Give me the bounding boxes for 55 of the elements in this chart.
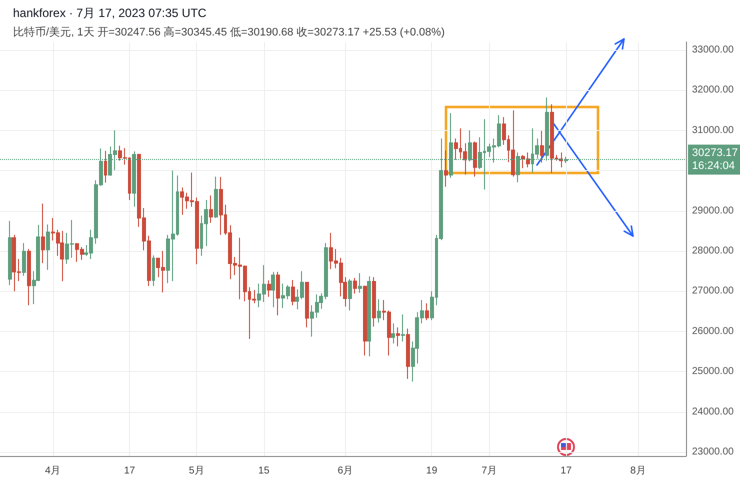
x-tick-label: 19 bbox=[426, 466, 438, 476]
candlestick bbox=[358, 272, 362, 294]
candlestick bbox=[219, 176, 223, 236]
candlestick bbox=[152, 254, 155, 286]
y-tick-label: 27000.00 bbox=[692, 286, 734, 297]
ref-line-label: 30273.17 16:24:04 bbox=[692, 147, 738, 172]
chart-subtitle: 比特币/美元, 1天 开=30247.56 高=30345.45 低=30190.68 收=30273.17 +25.53 (+0.08%) bbox=[13, 26, 445, 38]
candlestick bbox=[267, 280, 271, 298]
y-tick-label: 25000.00 bbox=[692, 366, 734, 378]
candlestick bbox=[511, 110, 515, 178]
y-tick-label: 24000.00 bbox=[692, 406, 734, 418]
x-tick-label: 6月 bbox=[338, 466, 354, 476]
candlestick bbox=[353, 277, 357, 294]
candlestick bbox=[473, 141, 477, 178]
x-tick-label: 4月 bbox=[44, 466, 61, 476]
candlestick bbox=[271, 271, 275, 308]
candlestick bbox=[276, 271, 280, 316]
candlestick bbox=[444, 150, 448, 188]
x-tick-label: 8月 bbox=[630, 466, 646, 476]
candlestick bbox=[391, 322, 395, 344]
candlestick bbox=[377, 298, 381, 324]
x-tick-label: 17 bbox=[124, 466, 136, 476]
y-tick-label: 28000.00 bbox=[692, 246, 734, 257]
candlestick bbox=[401, 314, 405, 342]
candlestick bbox=[396, 326, 400, 347]
candlestick bbox=[27, 248, 31, 306]
candlestick bbox=[60, 230, 64, 282]
candlestick bbox=[291, 279, 295, 306]
candlestick bbox=[425, 302, 429, 321]
candlestick bbox=[22, 242, 26, 276]
y-tick-label: 29000.00 bbox=[692, 205, 734, 216]
candlestick bbox=[209, 195, 213, 224]
y-tick-label: 32000.00 bbox=[692, 84, 734, 96]
candlestick bbox=[104, 150, 107, 184]
candlestick bbox=[348, 278, 352, 311]
candlestick bbox=[214, 176, 218, 219]
candlestick bbox=[550, 104, 554, 174]
candlestick bbox=[372, 276, 376, 328]
y-tick-label: 26000.00 bbox=[692, 326, 734, 337]
candlestick bbox=[305, 282, 309, 328]
y-tick-label: 33000.00 bbox=[692, 44, 734, 56]
chart-title: hankforex · 7月 17, 2023 07:35 UTC bbox=[13, 6, 207, 20]
candlestick bbox=[540, 130, 544, 164]
y-tick-label: 31000.00 bbox=[692, 124, 734, 136]
candlestick bbox=[41, 203, 45, 264]
candlestick bbox=[367, 276, 371, 357]
candlestick bbox=[46, 224, 50, 270]
x-tick-label: 17 bbox=[560, 466, 572, 476]
x-tick-label: 5月 bbox=[188, 466, 204, 476]
y-tick-label: 23000.00 bbox=[692, 446, 734, 458]
candlestick bbox=[406, 328, 410, 380]
x-tick-label: 15 bbox=[258, 466, 270, 476]
candlestick bbox=[363, 285, 367, 356]
candlestick bbox=[8, 220, 12, 286]
x-tick-label: 7月 bbox=[482, 466, 498, 476]
